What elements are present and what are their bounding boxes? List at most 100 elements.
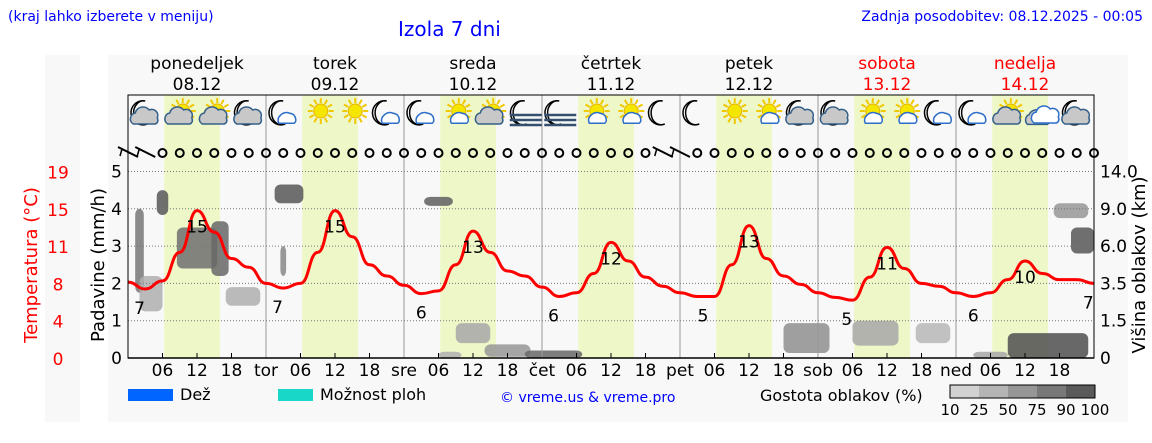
credit-link[interactable]: © vreme.us & vreme.pro (500, 390, 675, 406)
cloud-shape (622, 111, 642, 124)
temp-value-label: 7 (272, 298, 283, 318)
day-date: 11.12 (587, 75, 636, 95)
x-tick-hour: 18 (911, 361, 933, 381)
temp-value-label: 5 (698, 306, 709, 326)
sun-ray (327, 103, 333, 108)
temp-axis-bg (45, 55, 80, 422)
sun-ray (361, 114, 368, 119)
calm-wind-icon (468, 148, 478, 158)
sun-ray (772, 99, 777, 105)
sun-ray (313, 117, 318, 123)
x-tick-hour: 12 (324, 361, 346, 381)
wind-barb-feather (671, 148, 675, 157)
cloud-shape (277, 111, 297, 124)
sun-ray (737, 99, 743, 105)
sun-ray (634, 99, 639, 105)
temp-tick: 11 (47, 238, 69, 258)
calm-wind-icon (813, 148, 823, 158)
cloud-shape (164, 106, 194, 125)
x-tick-day: pet (666, 361, 694, 381)
x-tick-day: sre (391, 361, 417, 381)
wind-barb-feather (654, 148, 658, 157)
cloud-blob (139, 275, 163, 312)
x-tick-hour: 18 (497, 361, 519, 381)
sun-ray (895, 103, 901, 108)
sun-ray (446, 114, 453, 119)
sun-ray (220, 99, 225, 105)
chart-title: Izola 7 dni (398, 17, 501, 41)
sun-ray (584, 103, 591, 108)
cloud-blob (211, 221, 229, 276)
sun-ray (209, 99, 215, 105)
sun-ray (451, 99, 456, 105)
day-name: ponedeljek (150, 54, 244, 74)
calm-wind-icon (795, 148, 806, 158)
x-tick-hour: 12 (600, 361, 622, 381)
calm-wind-icon (692, 148, 703, 158)
sun-cloud-icon (992, 98, 1024, 125)
sun-ray (860, 114, 867, 119)
calm-wind-icon (640, 148, 651, 158)
calm-wind-icon (312, 148, 323, 158)
cloud-blob (1007, 333, 1089, 358)
sun-cloud-icon (474, 98, 507, 125)
storm-legend-swatch (278, 389, 313, 401)
calm-wind-icon (485, 148, 496, 158)
calm-wind-icon (174, 148, 185, 158)
sun-smallcloud-icon (445, 98, 472, 124)
cloud-shape (380, 111, 401, 124)
sun-ray (584, 114, 591, 119)
temp-value-label: 6 (548, 306, 559, 326)
cloud-blob (438, 351, 462, 358)
x-tick-hour: 06 (290, 361, 312, 381)
cloud-shape (785, 106, 815, 125)
temp-value-label: 10 (1014, 268, 1036, 288)
temp-axis-label: Temperatura (°C) (21, 187, 42, 344)
cloud-height-tick: 3.5 (1100, 274, 1127, 294)
cloud-shape (967, 111, 987, 124)
cloud-height-tick: 9.0 (1100, 200, 1127, 220)
temp-tick: 4 (53, 313, 64, 333)
x-tick-hour: 06 (842, 361, 864, 381)
calm-wind-icon (847, 148, 858, 158)
precip-axis-label: Padavine (mm/h) (88, 188, 109, 342)
calm-wind-icon (1037, 148, 1048, 158)
sun-icon (307, 98, 334, 124)
day-date: 10.12 (449, 75, 498, 95)
density-tick: 10 (940, 401, 959, 419)
moon-shape (958, 100, 976, 126)
day-date: 08.12 (173, 75, 222, 95)
sun-smallcloud-icon (894, 98, 921, 124)
temp-value-label: 7 (1083, 293, 1094, 313)
cloud-blob (280, 246, 287, 276)
sun-ray (589, 99, 594, 105)
sun-ray (722, 114, 729, 119)
calm-wind-icon (295, 148, 306, 158)
cloud-blob (274, 184, 304, 204)
sun-icon (342, 98, 369, 124)
wind-barb-feather (119, 148, 123, 157)
x-tick-hour: 12 (462, 361, 484, 381)
cloud-shape (932, 111, 953, 124)
temp-tick: 0 (53, 350, 64, 370)
cloud-height-tick: 6.0 (1100, 237, 1127, 257)
x-tick-day: sob (803, 361, 833, 381)
x-tick-hour: 06 (152, 361, 174, 381)
calm-wind-icon (830, 148, 841, 158)
precip-tick: 5 (111, 163, 122, 183)
cloud-blob (455, 323, 491, 344)
x-tick-hour: 12 (1014, 361, 1036, 381)
density-swatch (979, 385, 1008, 398)
sun-ray (757, 103, 763, 108)
cloud-height-tick: 0 (1100, 349, 1111, 369)
cloud-blob (484, 344, 531, 357)
day-name: sreda (449, 54, 496, 74)
sun-ray (461, 99, 467, 105)
sun-ray (619, 103, 625, 108)
sun-ray (223, 103, 230, 108)
density-tick: 25 (969, 401, 988, 419)
sun-ray (446, 103, 453, 108)
day-date: 09.12 (311, 75, 360, 95)
temp-tick: 15 (47, 201, 69, 221)
